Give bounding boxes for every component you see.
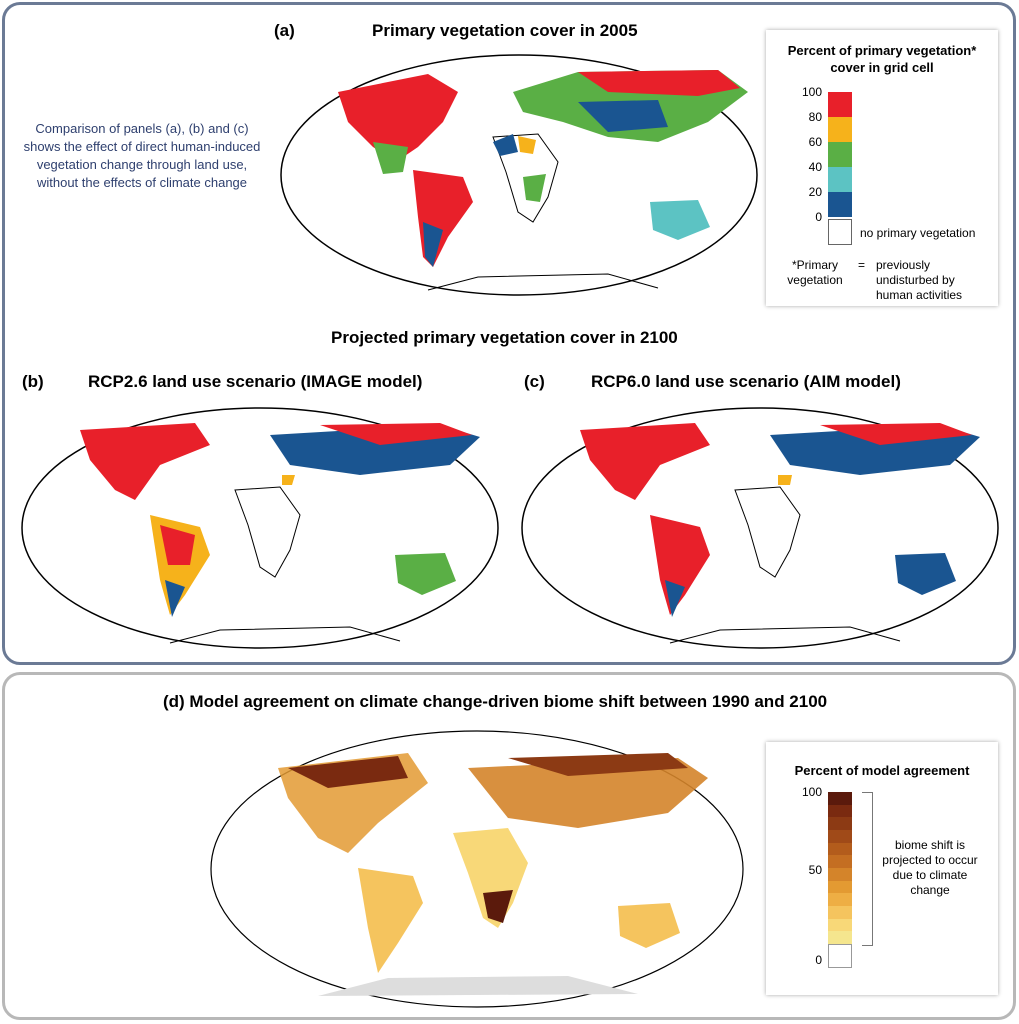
- map-c-antarctica: [669, 626, 901, 644]
- map-c-libya: [778, 475, 792, 485]
- map-a-siberia: [578, 70, 740, 96]
- map-b-sa-core: [160, 525, 195, 565]
- legend-bottom-band: [828, 868, 852, 881]
- legend-bottom-band: [828, 893, 852, 906]
- legend-bottom-band: [828, 830, 852, 843]
- legend-top-band: [828, 192, 852, 217]
- legend-top-band: [828, 167, 852, 192]
- map-d: [210, 730, 744, 1008]
- map-b-sa-south: [165, 580, 185, 617]
- map-d-siberia: [508, 753, 688, 776]
- map-c-sa-south: [665, 580, 685, 617]
- legend-bottom-zero-band: [828, 944, 852, 968]
- panel-d-title: (d) Model agreement on climate change-dr…: [163, 692, 828, 711]
- legend-bottom-band: [828, 842, 852, 856]
- legend-top-title: Percent of primary vegetation* cover in …: [787, 43, 977, 75]
- map-a: [280, 54, 758, 296]
- panel-a-title: Primary vegetation cover in 2005: [372, 21, 638, 40]
- legend-none-label: no primary vegetation: [860, 226, 976, 240]
- legend-model-agreement: Percent of model agreement 100 50 0 biome …: [766, 742, 998, 995]
- legend-bottom-tick: 100: [801, 785, 822, 799]
- legend-bottom-band: [828, 931, 852, 944]
- footnote-equals: =: [858, 258, 866, 272]
- legend-top-band: [828, 142, 852, 167]
- legend-bottom-title: Percent of model agreement: [794, 763, 970, 778]
- map-a-sa-south: [423, 222, 443, 267]
- legend-bottom-band: [828, 855, 852, 868]
- panel-a-label: (a): [274, 21, 295, 40]
- panel-c-title: RCP6.0 land use scenario (AIM model): [591, 372, 901, 391]
- map-c-siberia: [820, 423, 972, 445]
- legend-bottom-band: [828, 804, 852, 818]
- legend-bottom-tick: 0: [815, 953, 822, 967]
- map-a-central-asia: [578, 100, 668, 132]
- map-b-libya: [282, 475, 295, 485]
- footnote-term: *Primary vegetation: [787, 258, 843, 287]
- map-d-south-america: [358, 868, 423, 973]
- legend-bracket: [862, 792, 873, 946]
- map-c-north-america: [580, 423, 710, 500]
- comparison-note: Comparison of panels (a), (b) and (c) sh…: [23, 121, 261, 190]
- legend-bottom-band: [828, 906, 852, 919]
- map-d-africa-south: [483, 890, 513, 923]
- map-a-antarctica: [427, 273, 659, 291]
- map-d-na-north: [288, 756, 408, 788]
- legend-top-tick: 60: [808, 135, 822, 149]
- legend-bottom-tick: 50: [808, 863, 822, 877]
- legend-primary-vegetation: Percent of primary vegetation* cover in …: [766, 30, 998, 306]
- map-d-africa: [453, 828, 528, 928]
- legend-bottom-band: [828, 880, 852, 894]
- bracket-text: biome shift is projected to occur due to…: [882, 838, 978, 897]
- map-a-north-america: [338, 74, 458, 162]
- map-c: [521, 407, 999, 649]
- map-a-libya-a: [493, 134, 518, 156]
- map-c-south-america: [650, 515, 710, 615]
- map-b-north-america: [80, 423, 210, 500]
- map-a-australia: [650, 200, 710, 240]
- map-b-africa: [234, 486, 301, 578]
- map-a-africa-veg: [523, 174, 546, 202]
- map-a-na-south: [373, 142, 408, 174]
- map-c-australia: [895, 553, 956, 595]
- legend-bottom-band: [828, 792, 852, 805]
- legend-top-none-box: [828, 219, 852, 245]
- panel-b-title: RCP2.6 land use scenario (IMAGE model): [88, 372, 423, 391]
- legend-top-tick: 100: [801, 85, 822, 99]
- legend-bottom-scale: [828, 792, 852, 968]
- map-d-australia: [618, 903, 680, 948]
- legend-top-scale: [828, 92, 852, 245]
- map-b: [21, 407, 499, 649]
- map-b-siberia: [320, 423, 472, 445]
- map-c-africa: [734, 486, 801, 578]
- map-a-libya-b: [518, 136, 536, 154]
- legend-top-tick: 40: [808, 160, 822, 174]
- panel-c-label: (c): [524, 372, 545, 391]
- legend-top-tick: 80: [808, 110, 822, 124]
- legend-top-band: [828, 92, 852, 117]
- map-b-australia: [395, 553, 456, 595]
- map-d-antarctica: [318, 976, 638, 996]
- legend-top-tick: 0: [815, 210, 822, 224]
- footnote-definition: previously undisturbed by human activiti…: [876, 258, 963, 302]
- projected-title: Projected primary vegetation cover in 21…: [331, 328, 678, 347]
- map-d-eurasia: [468, 758, 708, 828]
- legend-bottom-band: [828, 918, 852, 932]
- legend-top-tick: 20: [808, 185, 822, 199]
- panel-b-label: (b): [22, 372, 44, 391]
- legend-bottom-band: [828, 817, 852, 830]
- map-b-antarctica: [169, 626, 401, 644]
- legend-top-band: [828, 117, 852, 142]
